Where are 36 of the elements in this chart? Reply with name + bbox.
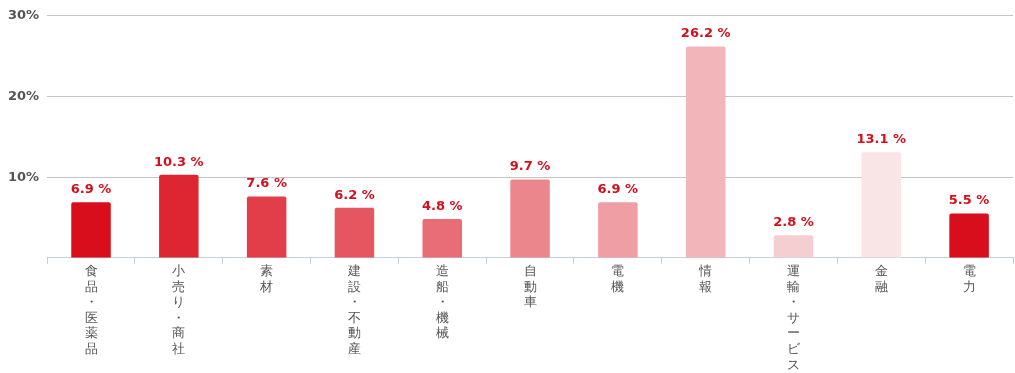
x-tick-label: 自動車 xyxy=(523,262,537,310)
bar xyxy=(773,235,814,258)
bar xyxy=(598,202,638,258)
x-tick-label: 運輸・サービス xyxy=(786,262,801,372)
bar xyxy=(510,179,550,258)
bar xyxy=(71,202,111,258)
x-tick-label: 電機 xyxy=(611,262,625,294)
data-label: 9.7 % xyxy=(509,158,551,174)
bar xyxy=(949,213,989,258)
data-label: 6.9 % xyxy=(597,181,639,197)
x-tick-label: 小売り・商社 xyxy=(172,262,186,356)
bar xyxy=(159,174,199,258)
y-tick-label: 30% xyxy=(7,7,40,23)
y-tick-label: 10% xyxy=(7,168,40,184)
data-label: 6.2 % xyxy=(334,186,375,202)
data-label: 2.8 % xyxy=(773,214,814,230)
data-label: 4.8 % xyxy=(421,197,463,213)
data-label: 6.9 % xyxy=(70,181,112,197)
bar xyxy=(861,152,902,258)
data-label: 10.3 % xyxy=(154,153,204,169)
data-label: 7.6 % xyxy=(246,175,287,191)
data-label: 13.1 % xyxy=(856,131,907,146)
bar xyxy=(334,207,375,258)
x-tick-label: 建設・不動産 xyxy=(346,262,361,356)
bar xyxy=(685,46,726,258)
bar xyxy=(422,219,463,258)
x-tick-label: 食品・医薬品 xyxy=(84,262,98,356)
x-tick-label: 造船・機械 xyxy=(435,262,449,341)
data-label: 5.5 % xyxy=(948,192,990,208)
x-tick-label: 電力 xyxy=(962,262,976,294)
x-tick-label: 情報 xyxy=(698,262,713,294)
x-tick-label: 金融 xyxy=(874,262,888,294)
data-label: 26.2 % xyxy=(680,25,731,41)
y-tick-label: 20% xyxy=(7,87,40,103)
bar xyxy=(246,196,287,258)
x-tick-label: 素材 xyxy=(259,262,274,294)
